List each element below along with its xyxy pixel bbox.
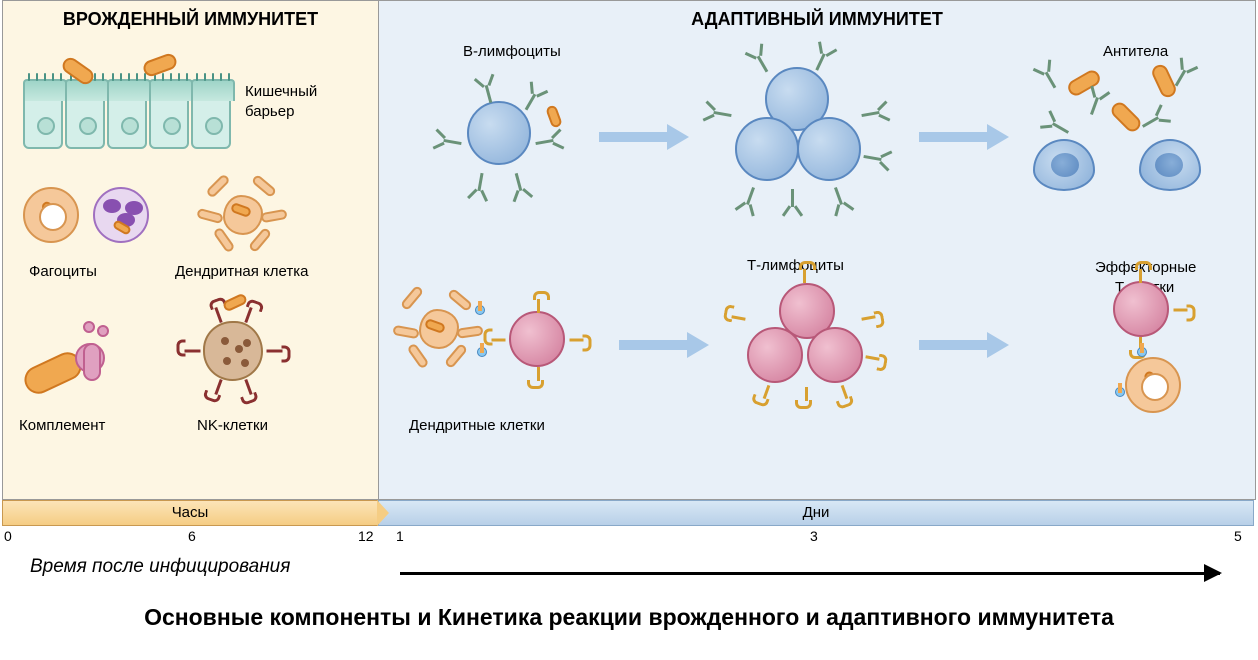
dendritic-cell-icon [203,175,283,255]
plasma-antibodies [1029,69,1229,219]
bcell-prolif [719,59,889,219]
timeline-hours-label: Часы [2,500,378,526]
dendritic-presenting [399,281,609,411]
arrow-icon [919,127,1009,147]
tick: 12 [358,528,374,544]
tick: 3 [810,528,818,544]
macrophage-icon [23,187,79,243]
barrier-label-1: Кишечный [245,83,317,100]
neutrophil-icon [93,187,149,243]
nk-label: NK-клетки [197,417,268,434]
complement-icon [23,321,123,401]
complement-label: Комплемент [19,417,105,434]
figure-caption: Основные компоненты и Кинетика реакции в… [0,604,1258,631]
tick: 1 [396,528,404,544]
innate-panel: ВРОЖДЕННЫЙ ИММУНИТЕТ Кишечный барьер [3,1,379,499]
arrow-icon [599,127,689,147]
tick: 5 [1234,528,1242,544]
timeline-ticks: 0 6 12 1 3 5 [2,526,1256,552]
epithelial-barrier [23,71,233,151]
nk-cell-icon [203,321,263,381]
timeline-bars: Часы Дни [2,500,1256,526]
timeline-days-label: Дни [378,500,1254,526]
tcell-prolif [735,277,895,427]
diagram-root: ВРОЖДЕННЫЙ ИММУНИТЕТ Кишечный барьер [0,0,1258,660]
tcells-label: Т-лимфоциты [747,257,844,274]
arrow-icon [619,335,709,355]
panels: ВРОЖДЕННЫЙ ИММУНИТЕТ Кишечный барьер [2,0,1256,500]
dendritics-label: Дендритные клетки [409,417,545,434]
adaptive-panel: АДАПТИВНЫЙ ИММУНИТЕТ В-лимфоциты Антител… [379,1,1255,499]
innate-title: ВРОЖДЕННЫЙ ИММУНИТЕТ [3,1,378,38]
bcells-label: В-лимфоциты [463,43,561,60]
arrow-icon [919,335,1009,355]
antibodies-label: Антитела [1103,43,1168,60]
tick: 6 [188,528,196,544]
phagocytes-label: Фагоциты [29,263,97,280]
dendritic-label: Дендритная клетка [175,263,308,280]
effector-t [1039,277,1229,447]
bcell-naive [439,79,559,189]
adaptive-title: АДАПТИВНЫЙ ИММУНИТЕТ [379,1,1255,38]
barrier-label-2: барьер [245,103,294,120]
tick: 0 [4,528,12,544]
time-after-label: Время после инфицирования [30,556,290,578]
